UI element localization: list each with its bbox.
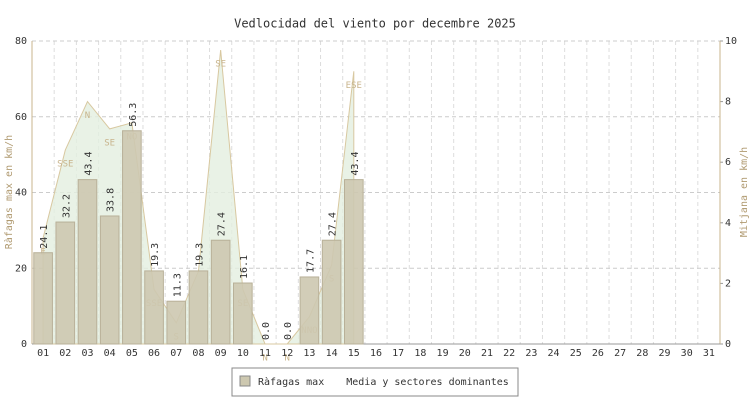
value-label: 17.7 bbox=[305, 249, 316, 273]
bar bbox=[188, 270, 209, 345]
y2-tick-label: 6 bbox=[725, 157, 731, 168]
value-label: 27.4 bbox=[328, 212, 339, 236]
x-tick-label: 22 bbox=[503, 348, 515, 359]
x-tick-label: 06 bbox=[148, 348, 160, 359]
x-tick-label: 03 bbox=[81, 348, 93, 359]
x-tick-label: 30 bbox=[681, 348, 693, 359]
y2-tick-label: 0 bbox=[725, 339, 731, 350]
x-tick-label: 26 bbox=[592, 348, 604, 359]
y2-tick-label: 4 bbox=[725, 218, 731, 229]
x-tick-label: 20 bbox=[459, 348, 471, 359]
y-tick-label: 20 bbox=[15, 263, 27, 274]
y2-tick-label: 2 bbox=[725, 278, 731, 289]
y-axis-title: Ràfagas max en km/h bbox=[3, 135, 15, 249]
bar bbox=[144, 270, 164, 345]
x-tick-label: 05 bbox=[126, 348, 138, 359]
y-tick-label: 60 bbox=[15, 112, 27, 123]
value-label: 32.2 bbox=[61, 194, 72, 218]
bar bbox=[321, 239, 342, 345]
legend-label: Ràfagas max bbox=[258, 376, 324, 388]
x-tick-label: 18 bbox=[414, 348, 426, 359]
x-tick-label: 21 bbox=[481, 348, 493, 359]
x-tick-label: 16 bbox=[370, 348, 382, 359]
bar bbox=[343, 179, 364, 345]
y2-tick-label: 8 bbox=[725, 97, 731, 108]
x-tick-label: 08 bbox=[192, 348, 204, 359]
x-tick-label: 29 bbox=[658, 348, 670, 359]
direction-label: N bbox=[285, 354, 290, 364]
legend-swatch bbox=[239, 375, 251, 387]
value-label: 16.1 bbox=[239, 255, 250, 279]
legend-box bbox=[231, 367, 519, 397]
x-tick-label: 28 bbox=[636, 348, 648, 359]
x-tick-label: 12 bbox=[281, 348, 293, 359]
y2-tick-label: 10 bbox=[725, 36, 737, 47]
bar bbox=[166, 300, 187, 345]
bar bbox=[210, 239, 231, 345]
x-tick-label: 31 bbox=[703, 348, 715, 359]
x-tick-label: 04 bbox=[104, 348, 116, 359]
x-tick-label: 07 bbox=[170, 348, 182, 359]
direction-label: N bbox=[262, 354, 267, 364]
area bbox=[42, 50, 355, 345]
direction-label: SE bbox=[215, 60, 226, 70]
x-tick-label: 25 bbox=[570, 348, 582, 359]
x-tick-label: 13 bbox=[303, 348, 315, 359]
direction-label: ESE bbox=[346, 81, 362, 91]
x-tick-label: 17 bbox=[392, 348, 404, 359]
value-label: 11.3 bbox=[172, 273, 183, 297]
value-label: 19.3 bbox=[194, 243, 205, 267]
y2-axis-title: Mitjana en km/h bbox=[739, 147, 750, 237]
bar bbox=[233, 282, 253, 345]
y-tick-label: 40 bbox=[15, 188, 27, 199]
value-label: 43.4 bbox=[83, 152, 94, 176]
bar bbox=[122, 130, 142, 345]
value-label: 0.0 bbox=[261, 322, 272, 340]
y-tick-label: 0 bbox=[21, 339, 27, 350]
x-tick-label: 01 bbox=[37, 348, 49, 359]
x-tick-label: 19 bbox=[437, 348, 449, 359]
x-tick-label: 09 bbox=[215, 348, 227, 359]
x-tick-label: 24 bbox=[548, 348, 560, 359]
x-tick-label: 27 bbox=[614, 348, 626, 359]
bar bbox=[77, 179, 98, 345]
direction-label: SE bbox=[104, 138, 115, 148]
x-tick-label: 15 bbox=[348, 348, 360, 359]
value-label: 19.3 bbox=[150, 243, 161, 267]
direction-label: N bbox=[85, 111, 90, 121]
bar bbox=[99, 215, 120, 345]
x-tick-label: 23 bbox=[525, 348, 537, 359]
x-tick-label: 02 bbox=[59, 348, 71, 359]
x-tick-label: 14 bbox=[326, 348, 338, 359]
chart-title: Vedlocidad del viento por decembre 2025 bbox=[234, 17, 516, 31]
y-tick-label: 80 bbox=[15, 36, 27, 47]
x-tick-label: 11 bbox=[259, 348, 271, 359]
bar bbox=[33, 252, 53, 345]
value-label: 24.1 bbox=[39, 225, 50, 249]
value-label: 43.4 bbox=[350, 152, 361, 176]
value-label: 56.3 bbox=[128, 103, 139, 127]
value-label: 0.0 bbox=[283, 322, 294, 340]
value-label: 33.8 bbox=[106, 188, 117, 212]
bar bbox=[299, 276, 320, 345]
direction-label: SSE bbox=[57, 160, 73, 170]
bar bbox=[55, 221, 76, 345]
value-label: 27.4 bbox=[217, 212, 228, 236]
legend-label: Media y sectores dominantes bbox=[346, 377, 509, 388]
x-tick-label: 10 bbox=[237, 348, 249, 359]
